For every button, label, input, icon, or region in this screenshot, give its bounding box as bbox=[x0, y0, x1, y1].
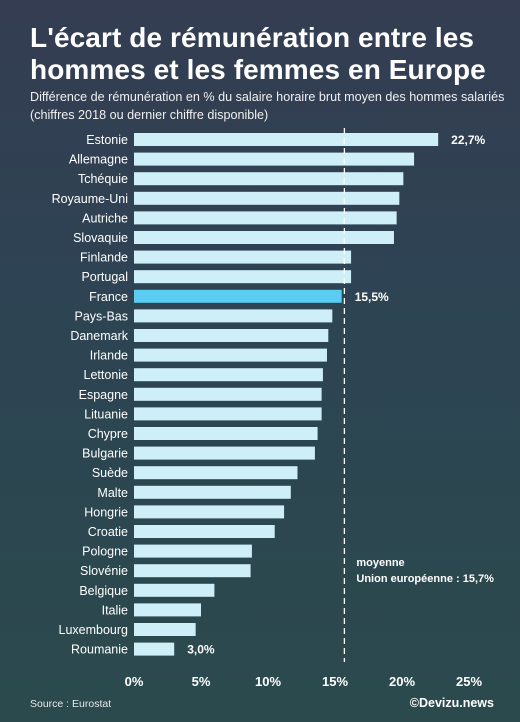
bar-irlande bbox=[134, 348, 327, 362]
category-label: Hongrie bbox=[84, 505, 128, 519]
bar-tch-quie bbox=[134, 172, 404, 186]
x-tick-label: 20% bbox=[389, 674, 415, 689]
category-label: Bulgarie bbox=[82, 447, 128, 461]
reference-line-layer: moyenne Union européenne : 15,7% bbox=[343, 128, 494, 662]
category-label: Autriche bbox=[82, 211, 128, 225]
eu-average-value-label: Union européenne : 15,7% bbox=[356, 573, 494, 585]
category-label: Malte bbox=[97, 486, 128, 500]
chart-title: L'écart de rémunération entre les hommes… bbox=[30, 22, 486, 85]
bar-danemark bbox=[134, 329, 329, 342]
category-label: Royaume-Uni bbox=[52, 192, 128, 206]
category-label: Chypre bbox=[88, 427, 128, 441]
bar-pologne bbox=[134, 544, 252, 558]
chart-subtitle: Différence de rémunération en % du salai… bbox=[30, 90, 505, 122]
category-label: Portugal bbox=[81, 270, 128, 284]
category-label: Luxembourg bbox=[59, 623, 129, 637]
category-label: Danemark bbox=[70, 329, 128, 343]
x-tick-label: 25% bbox=[456, 674, 482, 689]
x-tick-label: 0% bbox=[125, 674, 144, 689]
bar-finlande bbox=[134, 250, 352, 264]
bar-belgique bbox=[134, 583, 215, 597]
category-label: Estonie bbox=[86, 133, 128, 147]
bar-luxembourg bbox=[134, 623, 196, 636]
eu-average-label: moyenne bbox=[356, 557, 404, 569]
category-label: Lituanie bbox=[84, 407, 128, 421]
category-label: Pays-Bas bbox=[75, 309, 129, 323]
bar-allemagne bbox=[134, 152, 415, 166]
bar-hongrie bbox=[134, 505, 285, 519]
bar-portugal bbox=[134, 270, 352, 284]
bar-france bbox=[134, 289, 342, 303]
value-label: 15,5% bbox=[355, 290, 389, 304]
bar-malte bbox=[134, 485, 291, 499]
category-label: France bbox=[89, 290, 128, 304]
bar-estonie bbox=[134, 133, 439, 146]
bar-slov-nie bbox=[134, 564, 251, 578]
category-label: Espagne bbox=[79, 388, 128, 402]
x-tick-label: 15% bbox=[322, 674, 348, 689]
x-tick-label: 10% bbox=[255, 674, 281, 689]
x-axis-ticks-layer: 0% 5% 10% 15% 20% 25% bbox=[125, 674, 483, 689]
bar-pays-bas bbox=[134, 309, 333, 323]
category-label: Pologne bbox=[82, 545, 128, 559]
category-labels-layer: Estonie 22,7% Allemagne Tchéquie Royaume-Uni… bbox=[52, 133, 486, 657]
bar-croatie bbox=[134, 525, 275, 538]
category-label: Tchéquie bbox=[78, 172, 128, 186]
category-label: Suède bbox=[92, 466, 128, 480]
category-label: Finlande bbox=[80, 251, 128, 265]
bar-roumanie bbox=[134, 642, 175, 656]
category-label: Belgique bbox=[79, 584, 128, 598]
category-label: Slovaquie bbox=[73, 231, 128, 245]
category-label: Croatie bbox=[88, 525, 128, 539]
bar-lituanie bbox=[134, 407, 322, 421]
bar-slovaquie bbox=[134, 231, 394, 244]
category-label: Roumanie bbox=[71, 643, 128, 657]
credit-logo: ©Devizu.news bbox=[409, 696, 494, 710]
category-label: Slovénie bbox=[80, 564, 128, 578]
bar-bulgarie bbox=[134, 446, 315, 460]
source-note: Source : Eurostat bbox=[30, 698, 112, 710]
category-label: Irlande bbox=[90, 349, 128, 363]
bar-espagne bbox=[134, 387, 322, 401]
bar-royaume-uni bbox=[134, 191, 400, 205]
category-label: Italie bbox=[102, 603, 128, 617]
category-label: Allemagne bbox=[69, 153, 128, 167]
bar-su-de bbox=[134, 466, 298, 480]
x-tick-label: 5% bbox=[192, 674, 211, 689]
bar-lettonie bbox=[134, 368, 323, 382]
category-label: Lettonie bbox=[84, 368, 129, 382]
value-label: 22,7% bbox=[451, 133, 485, 147]
bar-chypre bbox=[134, 427, 318, 440]
value-label: 3,0% bbox=[187, 643, 215, 657]
bar-autriche bbox=[134, 211, 397, 225]
bar-italie bbox=[134, 603, 201, 617]
